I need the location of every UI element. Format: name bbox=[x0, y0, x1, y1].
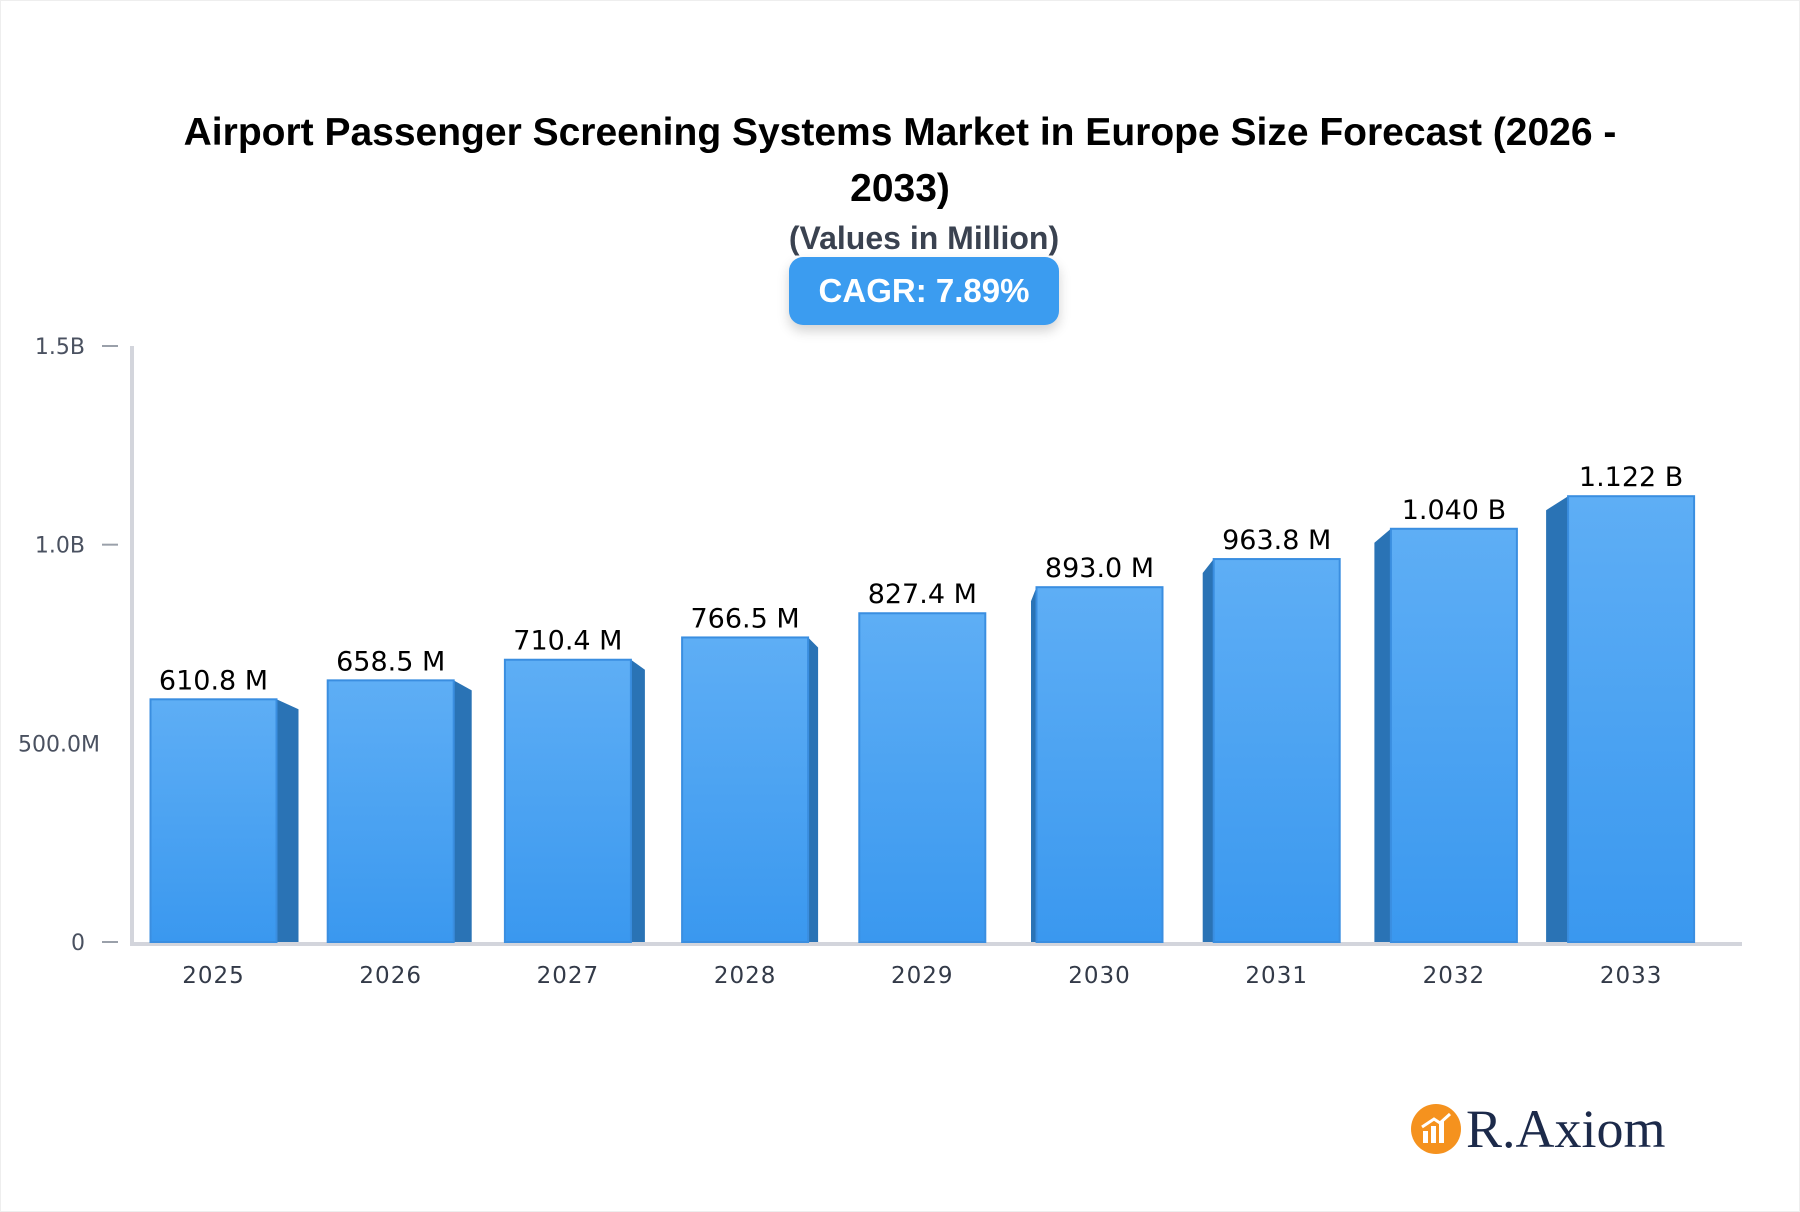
chart-title: Airport Passenger Screening Systems Mark… bbox=[183, 111, 1617, 210]
bar-side bbox=[1546, 496, 1569, 942]
bar-2028 bbox=[681, 636, 810, 943]
data-label: 893.0 M bbox=[1045, 553, 1154, 584]
data-label: 710.4 M bbox=[513, 626, 622, 657]
x-tick-label: 2033 bbox=[1600, 963, 1663, 989]
y-tick-label: 0 bbox=[71, 931, 85, 956]
bar-side bbox=[453, 680, 472, 942]
bar-2033 bbox=[1567, 495, 1696, 943]
x-tick-label: 2027 bbox=[537, 963, 600, 989]
data-label: 1.122 B bbox=[1579, 462, 1683, 493]
bar-side bbox=[1202, 559, 1214, 942]
bar-2030 bbox=[1035, 586, 1164, 943]
bar-side bbox=[1031, 587, 1037, 942]
bar-chart-logo-icon bbox=[1411, 1104, 1461, 1154]
data-label: 610.8 M bbox=[159, 665, 268, 696]
x-tick-label: 2031 bbox=[1245, 963, 1308, 989]
bar-side bbox=[630, 659, 645, 942]
bar-2025 bbox=[149, 698, 278, 943]
data-label: 658.5 M bbox=[336, 646, 445, 677]
bar-2027 bbox=[503, 658, 632, 943]
data-label: 766.5 M bbox=[691, 603, 800, 634]
bar-2032 bbox=[1389, 527, 1518, 943]
bar-2026 bbox=[326, 679, 455, 944]
brand-logo: R.Axiom bbox=[1410, 1098, 1666, 1160]
bar-2031 bbox=[1212, 558, 1341, 943]
x-tick-label: 2028 bbox=[714, 963, 777, 989]
x-tick-label: 2032 bbox=[1423, 963, 1486, 989]
chart-subtitle: (Values in Million) bbox=[788, 220, 1060, 256]
data-label: 1.040 B bbox=[1402, 495, 1506, 526]
x-tick-label: 2029 bbox=[891, 963, 954, 989]
y-tick-label: 500.0M bbox=[18, 732, 100, 757]
data-label: 827.4 M bbox=[868, 579, 977, 610]
x-tick-label: 2025 bbox=[182, 963, 245, 989]
brand-name: R.Axiom bbox=[1466, 1099, 1666, 1159]
y-tick-label: 1.5B bbox=[35, 335, 85, 360]
y-tick-label: 1.0B bbox=[35, 534, 85, 559]
data-label: 963.8 M bbox=[1222, 525, 1331, 556]
bar-2029 bbox=[858, 612, 987, 943]
bar-side bbox=[276, 699, 299, 942]
x-tick-label: 2030 bbox=[1068, 963, 1131, 989]
x-tick-label: 2026 bbox=[359, 963, 422, 989]
bar-side bbox=[808, 637, 819, 942]
bar-side bbox=[1374, 528, 1391, 942]
cagr-badge: CAGR: 7.89% bbox=[789, 257, 1059, 325]
